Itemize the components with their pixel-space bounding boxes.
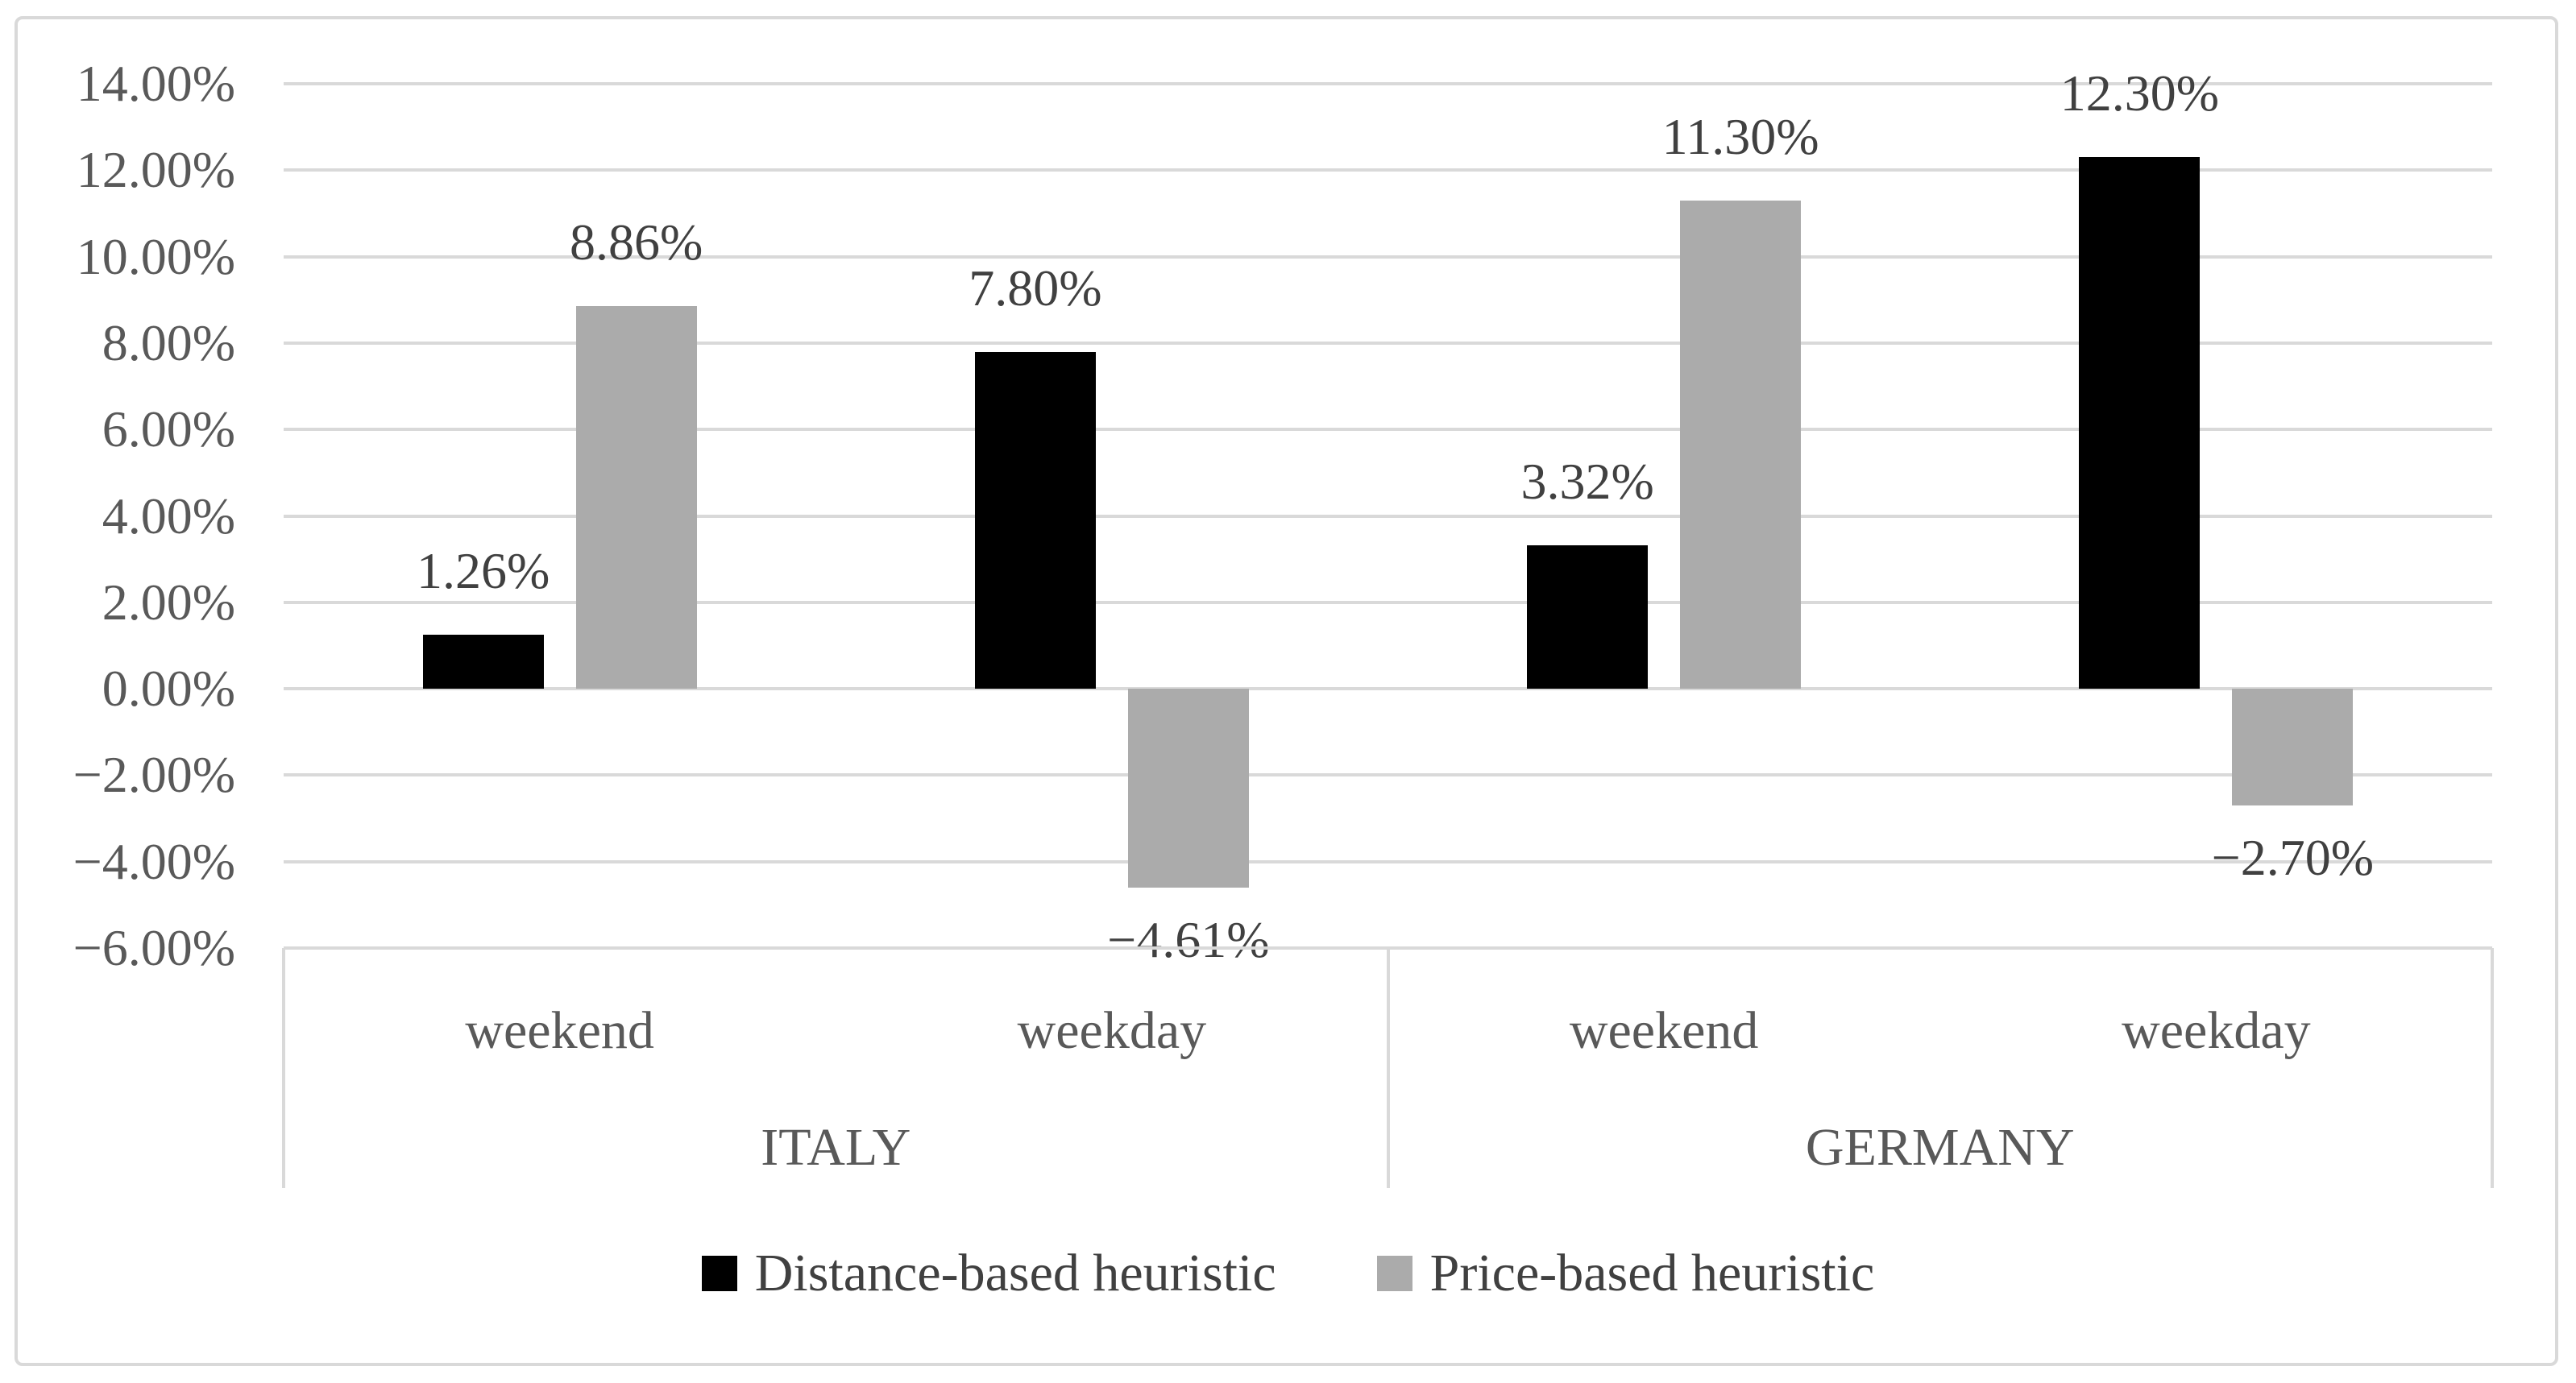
category-separator [2491, 948, 2494, 1188]
gridline [284, 82, 2492, 85]
plot-area: 1.26% 7.80% 3.32% 12.30% 8.86% −4.61% 11.30% −2… [284, 64, 2492, 968]
price-based-swatch-icon [1376, 1256, 1412, 1291]
y-axis-tick-label: −6.00% [73, 919, 235, 976]
bar-price-based [575, 305, 697, 689]
gridline [284, 773, 2492, 777]
data-label: 11.30% [1661, 107, 1819, 165]
gridline [284, 859, 2492, 863]
data-label: 7.80% [969, 259, 1102, 317]
bar-distance-based [422, 634, 544, 689]
gridline [284, 168, 2492, 172]
distance-based-swatch-icon [701, 1256, 737, 1291]
bar-distance-based [2079, 157, 2201, 689]
legend-item-distance-based: Distance-based heuristic [701, 1241, 1276, 1306]
legend-label: Distance-based heuristic [754, 1244, 1276, 1302]
y-axis-tick-label: 10.00% [76, 227, 235, 285]
category-label: weekday [1017, 1001, 1207, 1060]
data-label: 12.30% [2060, 64, 2220, 122]
y-axis-tick-label: −4.00% [73, 832, 235, 890]
y-axis-tick-label: 8.00% [102, 313, 235, 371]
group-label: ITALY [761, 1118, 911, 1177]
bar-price-based [2232, 689, 2354, 805]
data-label: 1.26% [416, 541, 550, 599]
data-label: −2.70% [2211, 828, 2375, 886]
gridline [284, 600, 2492, 604]
bar-price-based [1127, 689, 1249, 888]
y-axis-tick-label: 14.00% [76, 55, 235, 112]
data-label: 8.86% [569, 213, 703, 271]
bar-distance-based [974, 351, 1096, 689]
data-label: 3.32% [1520, 452, 1654, 510]
legend-label: Price-based heuristic [1429, 1244, 1875, 1302]
legend: Distance-based heuristic Price-based heu… [0, 1237, 2576, 1310]
gridline [284, 514, 2492, 518]
bar-distance-based [1527, 545, 1649, 689]
y-axis-tick-label: 12.00% [76, 141, 235, 199]
legend-item-price-based: Price-based heuristic [1376, 1241, 1875, 1306]
y-axis-tick-label: 6.00% [102, 400, 235, 458]
data-label: −4.61% [1107, 911, 1270, 969]
gridline [284, 341, 2492, 345]
bar-price-based [1680, 200, 1802, 689]
category-label: weekday [2122, 1001, 2311, 1060]
gridline [284, 428, 2492, 432]
y-axis-tick-label: −2.00% [73, 746, 235, 804]
category-label: weekend [465, 1001, 654, 1060]
y-axis-tick-label: 2.00% [102, 573, 235, 631]
y-axis-tick-label: 4.00% [102, 487, 235, 545]
gridline [284, 687, 2492, 691]
group-label: GERMANY [1805, 1118, 2075, 1177]
category-separator [282, 948, 285, 1188]
category-separator [1386, 948, 1390, 1188]
category-label: weekend [1569, 1001, 1759, 1060]
gridline [284, 255, 2492, 259]
y-axis-tick-label: 0.00% [102, 660, 235, 718]
